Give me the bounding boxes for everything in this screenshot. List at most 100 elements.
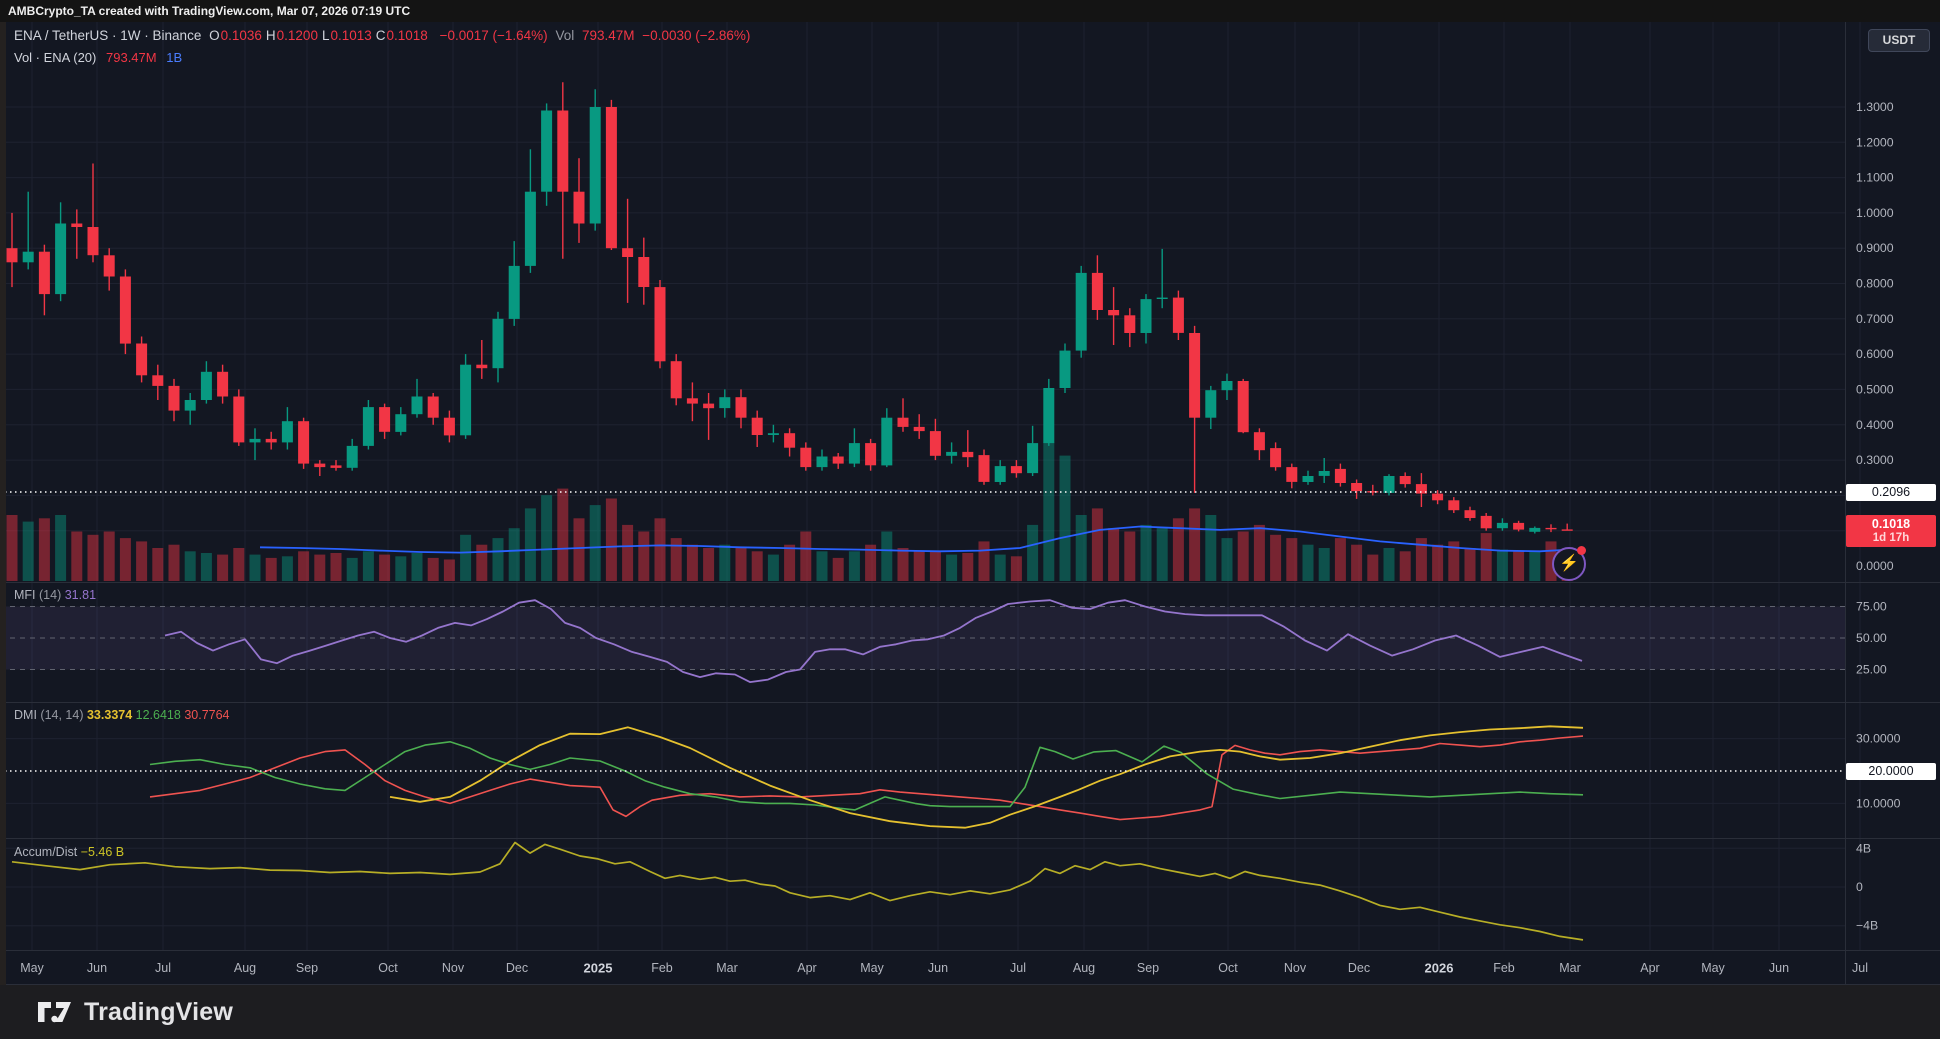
volume-bar xyxy=(249,554,261,581)
time-month-label: Jul xyxy=(155,961,171,975)
lightning-marker-icon[interactable]: ⚡ xyxy=(1552,546,1586,581)
candle-body xyxy=(978,455,990,482)
time-month-label: Apr xyxy=(1640,961,1659,975)
candle-body xyxy=(524,191,536,266)
candle-body xyxy=(1124,315,1136,333)
candle-body xyxy=(1221,381,1233,391)
price-tick-label: 1.1000 xyxy=(1856,171,1894,185)
candle-body xyxy=(946,451,958,456)
time-month-label: Jun xyxy=(1769,961,1789,975)
time-month-label: Nov xyxy=(442,961,465,975)
ohlc-key: C xyxy=(375,28,386,43)
ad-tick-label: 4B xyxy=(1856,841,1871,855)
vol-change: −0.0030 (−2.86%) xyxy=(642,28,751,43)
volume-bar xyxy=(298,551,310,581)
candle-body xyxy=(670,361,682,399)
volume-bar xyxy=(379,554,391,581)
time-month-label: May xyxy=(20,961,44,975)
dmi-indicator-legend[interactable]: DMI (14, 14) 33.3374 12.6418 30.7764 xyxy=(14,708,230,722)
accum-dist-name[interactable]: Accum/Dist xyxy=(14,845,78,859)
volume-bar xyxy=(929,551,941,581)
volume-bar xyxy=(589,505,601,581)
time-month-label: Aug xyxy=(1073,961,1095,975)
volume-indicator-name[interactable]: Vol · ENA (20) xyxy=(14,50,97,65)
volume-bar xyxy=(1383,548,1395,581)
volume-bar xyxy=(136,541,148,581)
dmi-level-tag[interactable]: 20.0000 xyxy=(1846,763,1936,780)
volume-bar xyxy=(38,518,50,581)
volume-bar xyxy=(816,551,828,581)
time-month-label: Feb xyxy=(651,961,673,975)
last-price-tag[interactable]: 0.1018 1d 17h xyxy=(1846,515,1936,547)
symbol-title[interactable]: ENA / TetherUS · 1W · Binance xyxy=(14,28,202,43)
candle-body xyxy=(1108,310,1120,316)
candle-body xyxy=(1545,527,1557,530)
candle-body xyxy=(1059,350,1071,388)
candle-body xyxy=(1075,272,1087,351)
dmi-name[interactable]: DMI xyxy=(14,708,37,722)
candle-body xyxy=(1172,297,1184,333)
volume-indicator-value: 793.47M xyxy=(106,50,157,65)
price-tick-label: 0.3000 xyxy=(1856,453,1894,467)
dmi-adx-value: 33.3374 xyxy=(86,708,133,722)
volume-bar xyxy=(524,508,536,581)
volume-indicator-legend[interactable]: Vol · ENA (20) 793.47M 1B xyxy=(14,50,188,65)
candle-body xyxy=(1270,448,1282,468)
time-month-label: Oct xyxy=(378,961,398,975)
volume-bar xyxy=(832,557,844,581)
price-tick-label: 1.3000 xyxy=(1856,100,1894,114)
candle-body xyxy=(1302,476,1314,482)
candle-body xyxy=(1480,515,1492,529)
mfi-band xyxy=(0,606,1845,670)
ohlc-value: 0.1013 xyxy=(330,28,372,43)
volume-bar xyxy=(314,554,326,581)
volume-bar xyxy=(460,534,472,581)
volume-bar xyxy=(913,551,925,581)
volume-bar xyxy=(1367,554,1379,581)
symbol-legend-row[interactable]: ENA / TetherUS · 1W · Binance O0.1036 H0.… xyxy=(14,28,754,43)
vol-value: 793.47M xyxy=(581,28,635,43)
candle-body xyxy=(346,445,358,468)
candle-body xyxy=(848,443,860,464)
candle-body xyxy=(654,287,666,362)
tradingview-wordmark[interactable]: TradingView xyxy=(84,997,234,1026)
candle-body xyxy=(379,407,391,432)
volume-bar xyxy=(1221,538,1233,581)
volume-bar xyxy=(622,524,634,581)
footer-bar: TradingView xyxy=(0,985,1940,1039)
volume-bar xyxy=(6,515,18,581)
candle-body xyxy=(573,191,585,224)
tradingview-logo-icon[interactable] xyxy=(38,1001,72,1023)
mfi-indicator-legend[interactable]: MFI (14) 31.81 xyxy=(14,588,96,602)
time-axis[interactable]: May Jun Jul Aug Sep Oct Nov Dec 2025 Feb Mar Apr May… xyxy=(20,961,1868,976)
accum-dist-indicator-legend[interactable]: Accum/Dist −5.46 B xyxy=(14,845,124,859)
time-month-label: Apr xyxy=(797,961,816,975)
candle-body xyxy=(38,251,50,295)
candle-body xyxy=(200,371,212,400)
candle-body xyxy=(1415,484,1427,494)
dmi-params: (14, 14) xyxy=(40,708,84,722)
candle-body xyxy=(1464,510,1476,518)
currency-toggle-button[interactable]: USDT xyxy=(1868,29,1930,52)
volume-bar xyxy=(1091,508,1103,581)
candle-body xyxy=(832,456,844,464)
candle-body xyxy=(460,364,472,436)
volume-bar xyxy=(1237,531,1249,581)
candle-body xyxy=(994,466,1006,482)
time-month-label: Jul xyxy=(1010,961,1026,975)
candle-body xyxy=(71,223,83,227)
volume-bar xyxy=(233,548,245,581)
volume-bar xyxy=(1399,551,1411,581)
price-tick-label: 0.6000 xyxy=(1856,347,1894,361)
price-axis[interactable]: 1.3000 1.2000 1.1000 1.0000 0.9000 0.8000 0.70… xyxy=(1856,100,1901,933)
mfi-name[interactable]: MFI xyxy=(14,588,36,602)
candle-body xyxy=(719,397,731,409)
time-year-label: 2025 xyxy=(584,961,613,976)
volume-bar xyxy=(1124,531,1136,581)
volume-bar xyxy=(670,538,682,581)
candle-body xyxy=(476,364,488,369)
price-line-tag[interactable]: 0.2096 xyxy=(1846,484,1936,501)
volume-bar xyxy=(217,554,229,581)
candles-layer xyxy=(6,82,1573,534)
